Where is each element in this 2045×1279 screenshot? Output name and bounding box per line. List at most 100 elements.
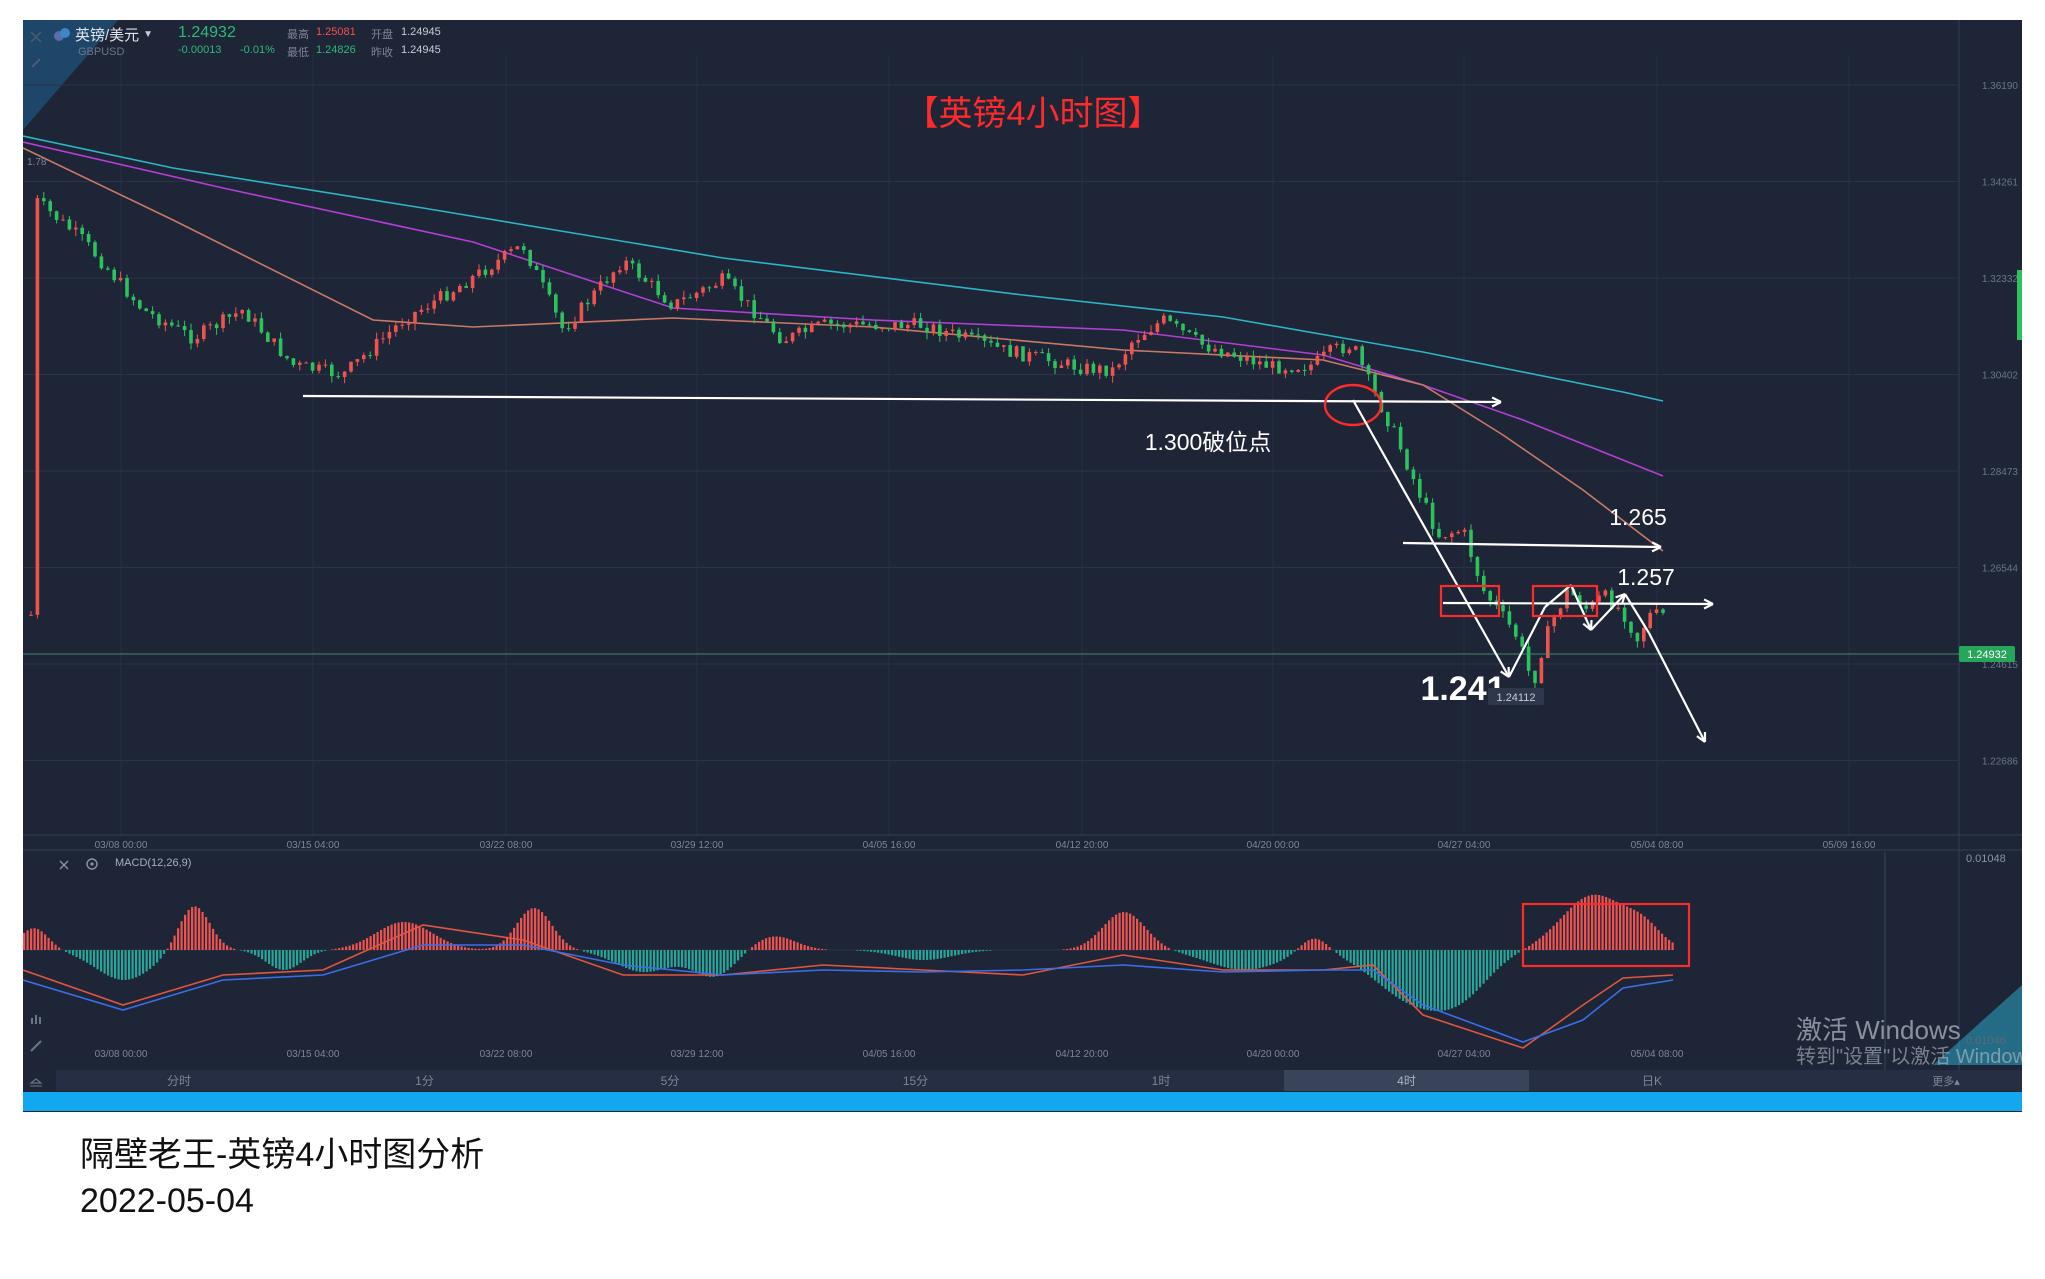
draw-tool-icon[interactable] bbox=[25, 1035, 47, 1057]
macd-bar bbox=[348, 945, 351, 950]
chart-canvas[interactable]: 1.36190 1.34261 1.32332 1.30402 1.28473 1.265… bbox=[23, 20, 2022, 1112]
macd-bar bbox=[1272, 950, 1275, 964]
dropdown-arrow-icon[interactable]: ▼ bbox=[143, 29, 154, 40]
tf-5min[interactable]: 5分 bbox=[660, 1074, 680, 1088]
tf-daily[interactable]: 日K bbox=[1641, 1074, 1662, 1088]
candle bbox=[1264, 361, 1268, 368]
macd-bar bbox=[100, 950, 103, 972]
tf-4hour[interactable]: 4时 bbox=[1284, 1070, 1529, 1091]
candle bbox=[989, 340, 993, 343]
tf-15min[interactable]: 15分 bbox=[902, 1074, 929, 1088]
bounce-arrow-2 bbox=[1544, 584, 1572, 608]
macd-bar bbox=[366, 938, 369, 950]
candle bbox=[1142, 334, 1147, 341]
candle bbox=[1424, 497, 1428, 503]
symbol-selector[interactable]: 英镑/美元 ▼ bbox=[53, 24, 153, 45]
prev-close-label: 昨收 bbox=[371, 47, 393, 59]
more-button[interactable]: 更多▴ bbox=[1932, 1075, 1960, 1088]
macd-bar bbox=[562, 939, 565, 950]
macd-bar bbox=[1206, 950, 1209, 962]
macd-bar bbox=[1080, 945, 1083, 950]
macd-settings-icon[interactable] bbox=[85, 857, 99, 876]
candle bbox=[1174, 320, 1179, 324]
macd-bar bbox=[1360, 950, 1363, 970]
candle bbox=[1635, 632, 1640, 642]
pencil-icon[interactable] bbox=[25, 52, 47, 74]
scroll-handle[interactable] bbox=[2017, 270, 2022, 340]
macd-bar bbox=[460, 946, 463, 950]
macd-close-icon[interactable] bbox=[58, 858, 70, 876]
macd-bar bbox=[103, 950, 106, 974]
macd-bar bbox=[726, 950, 729, 971]
macd-bar bbox=[1153, 937, 1156, 950]
macd-bar bbox=[474, 948, 477, 950]
candle bbox=[170, 322, 174, 326]
candle bbox=[1034, 352, 1038, 354]
macd-bar bbox=[47, 937, 50, 950]
candle bbox=[61, 219, 65, 221]
macd-bar bbox=[565, 942, 568, 950]
candle bbox=[1130, 342, 1134, 355]
layers-icon[interactable] bbox=[25, 1070, 47, 1092]
macd-bar bbox=[656, 950, 659, 971]
candle bbox=[1565, 589, 1569, 609]
current-price-tag-bg bbox=[1959, 646, 2015, 662]
macd-bar bbox=[1283, 950, 1286, 960]
tf-1min[interactable]: 1分 bbox=[415, 1074, 434, 1088]
macd-bar bbox=[1668, 939, 1671, 950]
caption: 隔壁老王-英镑4小时图分析 2022-05-04 bbox=[80, 1132, 484, 1224]
candle bbox=[342, 371, 347, 378]
macd-bar bbox=[478, 948, 481, 950]
macd-bar bbox=[1636, 911, 1639, 950]
candle bbox=[445, 291, 449, 301]
candle bbox=[842, 324, 846, 328]
macd-bar bbox=[870, 950, 873, 952]
macd-bar bbox=[208, 922, 211, 950]
macd-bar bbox=[1524, 948, 1527, 950]
candle bbox=[125, 277, 129, 297]
macd-bar bbox=[569, 945, 572, 950]
tf-tick[interactable]: 分时 bbox=[166, 1074, 191, 1088]
macd-bar bbox=[1248, 950, 1251, 970]
activation-watermark-title: 激活 Windows bbox=[1796, 1015, 1961, 1045]
macd-bar bbox=[800, 943, 803, 950]
candle bbox=[1066, 359, 1070, 366]
tf-1hour[interactable]: 1时 bbox=[1151, 1074, 1171, 1088]
symbol-code: GBPUSD bbox=[78, 46, 125, 58]
macd-bar bbox=[789, 939, 792, 950]
candle bbox=[867, 324, 872, 326]
corner-decoration bbox=[1933, 985, 2022, 1065]
macd-x-axis-tick-label: 05/04 08:00 bbox=[1631, 1049, 1684, 1060]
macd-bar bbox=[450, 942, 453, 950]
indicator-icon[interactable] bbox=[25, 1008, 47, 1030]
y-axis-tick-label: 1.22686 bbox=[1982, 757, 2019, 768]
candle bbox=[221, 314, 225, 329]
candle bbox=[522, 246, 526, 251]
macd-bar bbox=[555, 930, 558, 950]
macd-bar bbox=[1178, 950, 1181, 953]
macd-bar bbox=[1139, 922, 1142, 950]
macd-bar bbox=[68, 950, 71, 954]
macd-bar bbox=[96, 950, 99, 970]
candle bbox=[880, 328, 884, 330]
ma-line-long bbox=[23, 135, 1664, 402]
macd-bar bbox=[170, 942, 173, 950]
macd-bar bbox=[1615, 901, 1618, 950]
candle bbox=[835, 323, 840, 325]
support-line-1300-head bbox=[1491, 396, 1502, 408]
macd-bar bbox=[1073, 947, 1076, 950]
macd-bar bbox=[481, 948, 484, 950]
macd-bar bbox=[618, 950, 621, 965]
macd-bar bbox=[1612, 900, 1615, 950]
candle bbox=[1040, 352, 1044, 354]
candle bbox=[1014, 346, 1019, 357]
macd-bar bbox=[1496, 950, 1499, 970]
macd-bar bbox=[1447, 950, 1450, 1010]
low-label: 最低 bbox=[287, 47, 309, 59]
candle bbox=[1200, 334, 1204, 345]
macd-bar bbox=[1258, 950, 1261, 969]
candle bbox=[1661, 609, 1665, 613]
macd-bar bbox=[261, 950, 264, 960]
candle bbox=[822, 319, 827, 322]
close-icon[interactable] bbox=[25, 26, 47, 48]
